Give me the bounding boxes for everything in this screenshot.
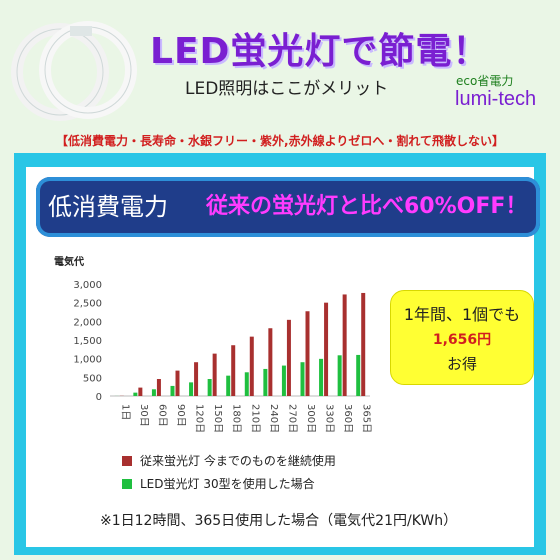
- bar-led: [281, 365, 286, 396]
- legend-item-conventional: 従来蛍光灯 今までのものを継続使用: [122, 452, 336, 469]
- bar-conventional: [286, 319, 291, 396]
- bar-conventional: [231, 345, 236, 396]
- bar-led: [151, 389, 156, 396]
- eco-label: eco省電力: [456, 74, 514, 88]
- legend-swatch-conventional: [122, 455, 132, 466]
- bar-conventional: [194, 362, 199, 396]
- x-tick-label: 210日: [249, 404, 260, 433]
- bar-conventional: [249, 336, 254, 396]
- y-tick-label: 1,500: [73, 336, 102, 347]
- bar-led: [319, 358, 324, 396]
- saving-banner: 低消費電力 従来の蛍光灯と比べ60%OFF！: [36, 177, 540, 237]
- bar-led: [263, 368, 268, 396]
- bar-led: [207, 379, 212, 396]
- page-subtitle: LED照明はここがメリット: [185, 79, 389, 99]
- bar-conventional: [342, 294, 347, 396]
- y-tick-label: 2,500: [73, 299, 102, 310]
- page-title: LED蛍光灯で節電！: [150, 31, 490, 72]
- bar-led: [170, 385, 175, 396]
- banner-right-text: 従来の蛍光灯と比べ60%OFF！: [206, 194, 528, 219]
- x-tick-label: 90日: [175, 404, 186, 427]
- x-tick-label: 360日: [342, 404, 353, 433]
- bar-led: [244, 372, 249, 396]
- legend-swatch-led: [122, 478, 132, 489]
- x-tick-label: 300日: [305, 404, 316, 433]
- x-tick-label: 120日: [194, 404, 205, 433]
- y-tick-label: 1,000: [73, 355, 102, 366]
- y-tick-label: 500: [83, 373, 102, 384]
- bar-conventional: [305, 311, 310, 396]
- savings-callout: 1年間、1個でも 1,656円 お得: [390, 290, 534, 385]
- footnote: ※1日12時間、365日使用した場合（電気代21円/KWh）: [100, 513, 458, 529]
- bar-led: [189, 382, 194, 396]
- bar-conventional: [361, 292, 366, 396]
- x-tick-label: 240日: [268, 404, 279, 433]
- bar-conventional: [268, 328, 273, 396]
- info-panel: 低消費電力 従来の蛍光灯と比べ60%OFF！ 電気代 3,000 2,500 2,00…: [14, 153, 546, 555]
- electricity-cost-chart: 電気代 3,000 2,500 2,000 1,500 1,000 500 0 1日 30日 60日…: [54, 255, 372, 433]
- bar-conventional: [212, 353, 217, 396]
- legend-item-led: LED蛍光灯 30型を使用した場合: [122, 475, 336, 492]
- y-tick-label: 3,000: [73, 280, 102, 291]
- x-tick-label: 60日: [156, 404, 167, 427]
- y-tick-label: 0: [96, 392, 102, 403]
- callout-line3: お得: [446, 355, 477, 373]
- bar-conventional: [175, 370, 180, 396]
- bar-led: [337, 355, 342, 396]
- legend-label-led: LED蛍光灯 30型を使用した場合: [140, 477, 315, 491]
- info-panel-inner: 低消費電力 従来の蛍光灯と比べ60%OFF！ 電気代 3,000 2,500 2,00…: [26, 167, 540, 547]
- x-tick-label: 330日: [324, 404, 335, 433]
- features-line: 【低消費電力・長寿命・水銀フリー・紫外,赤外線よりゼロへ・割れて飛散しない】: [56, 134, 504, 148]
- bar-conventional: [156, 379, 161, 396]
- callout-line1: 1年間、1個でも: [403, 305, 521, 324]
- legend-label-conventional: 従来蛍光灯 今までのものを継続使用: [140, 454, 336, 468]
- bar-led: [356, 354, 361, 396]
- x-tick-label: 150日: [212, 404, 223, 433]
- x-tick-label: 1日: [119, 404, 130, 420]
- x-tick-label: 30日: [138, 404, 149, 427]
- bar-conventional: [324, 302, 329, 396]
- chart-legend: 従来蛍光灯 今までのものを継続使用 LED蛍光灯 30型を使用した場合: [122, 452, 336, 498]
- bar-led: [133, 392, 138, 396]
- brand-logo: lumi-tech: [455, 88, 537, 110]
- header-area: LED蛍光灯で節電！ LED照明はここがメリット eco省電力 lumi-tec…: [0, 0, 560, 135]
- ring-lamp-image: [11, 21, 137, 121]
- banner-left-text: 低消費電力: [48, 193, 168, 221]
- y-tick-label: 2,000: [73, 317, 102, 328]
- x-tick-label: 365日: [361, 404, 372, 433]
- bar-led: [226, 375, 231, 396]
- x-tick-label: 180日: [231, 404, 242, 433]
- bar-conventional: [138, 387, 143, 396]
- callout-amount: 1,656円: [432, 332, 492, 348]
- x-tick-label: 270日: [286, 404, 297, 433]
- y-axis-title: 電気代: [54, 255, 84, 268]
- bar-led: [300, 362, 305, 396]
